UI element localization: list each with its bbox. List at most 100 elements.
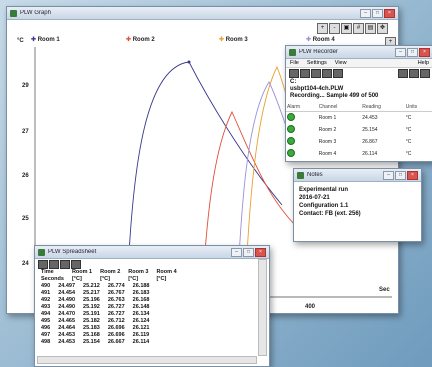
channel-units: °C xyxy=(405,115,412,121)
menu-settings[interactable]: Settings xyxy=(306,60,327,66)
legend-room1-label: Room 1 xyxy=(37,37,60,43)
minimize-button[interactable]: – xyxy=(360,8,371,18)
notes-minimize-button[interactable]: – xyxy=(383,170,394,180)
table-cell: 24.470 xyxy=(58,311,76,317)
spreadsheet-maximize-button[interactable]: □ xyxy=(243,247,254,257)
stop-icon[interactable] xyxy=(333,69,343,78)
table-row[interactable]: 491 24.454 25.217 26.767 26.183 xyxy=(41,290,158,297)
notes-text[interactable]: Experimental run 2016-07-21 Configuratio… xyxy=(294,182,421,222)
table-cell: 26.124 xyxy=(132,318,150,324)
horizontal-scrollbar[interactable] xyxy=(37,356,257,364)
table-cell: 25.191 xyxy=(83,311,100,317)
channel-row[interactable]: Room 2 25.154 °C xyxy=(286,124,432,136)
notes-line: 2016-07-21 xyxy=(299,195,330,201)
fit-icon[interactable]: ▣ xyxy=(341,23,352,34)
col-reading[interactable]: Reading xyxy=(361,103,405,112)
close-button[interactable]: × xyxy=(384,8,395,18)
export-icon[interactable] xyxy=(49,260,59,269)
spreadsheet-app-icon xyxy=(38,248,45,256)
graph-toolbar: + - ▣ # ▤ ✥ xyxy=(317,23,388,34)
table-cell: 25.217 xyxy=(83,290,100,296)
table-row[interactable]: 493 24.490 25.192 26.727 26.148 xyxy=(41,304,158,311)
spreadsheet-minimize-button[interactable]: – xyxy=(231,247,242,257)
notes-view-icon[interactable] xyxy=(420,69,430,78)
new-icon[interactable] xyxy=(289,69,299,78)
notes-maximize-button[interactable]: □ xyxy=(395,170,406,180)
table-row[interactable]: 492 24.490 25.196 26.763 26.168 xyxy=(41,297,158,304)
table-cell: 26.774 xyxy=(107,283,125,289)
table-row[interactable]: 494 24.470 25.191 26.727 26.134 xyxy=(41,311,158,318)
table-cell: 24.465 xyxy=(58,318,76,324)
header-row: Time Room 1 Room 2 Room 3 Room 4 xyxy=(41,269,185,276)
table-view-icon[interactable] xyxy=(409,69,419,78)
legend-room1[interactable]: ✚ Room 1 xyxy=(31,36,60,43)
recorder-titlebar[interactable]: PLW Recorder – □ × xyxy=(286,46,432,59)
zoom-in-icon[interactable]: + xyxy=(317,23,328,34)
table-cell: 497 xyxy=(41,332,51,338)
table-cell: 26.114 xyxy=(132,339,150,345)
table-cell: 26.188 xyxy=(132,283,150,289)
record-icon[interactable] xyxy=(322,69,332,78)
spreadsheet-toolbar xyxy=(35,259,269,269)
channel-row[interactable]: Room 3 26.867 °C xyxy=(286,136,432,148)
table-cell: 495 xyxy=(41,318,51,324)
col-channel[interactable]: Channel xyxy=(317,103,362,112)
table-row[interactable]: 496 24.464 25.183 26.696 26.121 xyxy=(41,325,158,332)
table-cell: 26.168 xyxy=(132,297,150,303)
menu-help[interactable]: Help xyxy=(417,60,429,66)
spreadsheet-close-button[interactable]: × xyxy=(255,247,266,257)
channel-units: °C xyxy=(405,127,412,133)
save-icon[interactable] xyxy=(311,69,321,78)
vertical-scrollbar[interactable] xyxy=(258,259,267,356)
legend-room4[interactable]: ✚ Room 4 xyxy=(306,36,335,43)
grid-icon[interactable]: # xyxy=(353,23,364,34)
y-tick-25: 25 xyxy=(22,216,29,222)
table-row[interactable]: 495 24.465 25.182 26.712 26.124 xyxy=(41,318,158,325)
graph-legend: ✚ Room 1 ✚ Room 2 ✚ Room 3 ✚ Room 4 xyxy=(31,36,338,46)
table-row[interactable]: 498 24.453 25.154 26.667 26.114 xyxy=(41,339,158,346)
maximize-button[interactable]: □ xyxy=(372,8,383,18)
pan-icon[interactable]: ✥ xyxy=(377,23,388,34)
col-units[interactable]: Units xyxy=(404,103,432,112)
menu-view[interactable]: View xyxy=(334,60,347,66)
channel-reading: 25.154 xyxy=(362,127,378,133)
channel-row[interactable]: Room 1 24.453 °C xyxy=(286,112,432,125)
table-cell: 24.464 xyxy=(58,325,76,331)
table-cell: 25.183 xyxy=(83,325,100,331)
channel-name: Room 2 xyxy=(318,127,337,133)
legend-room2[interactable]: ✚ Room 2 xyxy=(126,36,155,43)
print-table-icon[interactable] xyxy=(60,260,70,269)
spreadsheet-title: PLW Spreadsheet xyxy=(48,249,97,255)
recorder-maximize-button[interactable]: □ xyxy=(407,47,418,57)
table-cell: 496 xyxy=(41,325,51,331)
print-icon[interactable]: ▤ xyxy=(365,23,376,34)
table-cell: 26.712 xyxy=(107,318,125,324)
settings-icon[interactable] xyxy=(71,260,81,269)
recorder-minimize-button[interactable]: – xyxy=(395,47,406,57)
zoom-out-icon[interactable]: - xyxy=(329,23,340,34)
notes-titlebar[interactable]: Notes – □ × xyxy=(294,169,421,182)
channel-row[interactable]: Room 4 26.114 °C xyxy=(286,148,432,160)
graph-view-icon[interactable] xyxy=(398,69,408,78)
subheader-cell: [°C] xyxy=(128,276,139,282)
legend-room3-label: Room 3 xyxy=(225,37,248,43)
open-icon[interactable] xyxy=(300,69,310,78)
recorder-close-button[interactable]: × xyxy=(419,47,430,57)
copy-icon[interactable] xyxy=(38,260,48,269)
table-cell: 25.196 xyxy=(83,297,100,303)
graph-titlebar[interactable]: PLW Graph – □ × xyxy=(7,7,398,20)
spreadsheet-titlebar[interactable]: PLW Spreadsheet – □ × xyxy=(35,246,269,259)
notes-line: Experimental run xyxy=(299,187,349,193)
legend-room3[interactable]: ✚ Room 3 xyxy=(219,36,248,43)
notes-close-button[interactable]: × xyxy=(407,170,418,180)
table-row[interactable]: 497 24.453 25.168 26.696 26.119 xyxy=(41,332,158,339)
channel-units: °C xyxy=(405,151,412,157)
x-tick-400: 400 xyxy=(305,304,316,310)
col-alarm[interactable]: Alarm xyxy=(286,103,318,112)
notes-line: Contact: FB (ext. 256) xyxy=(299,211,361,217)
subheader-cell: [°C] xyxy=(156,276,167,282)
table-cell: 26.727 xyxy=(107,304,125,310)
menu-file[interactable]: File xyxy=(290,60,299,66)
notes-line: Configuration 1.1 xyxy=(299,203,349,209)
table-row[interactable]: 490 24.497 25.212 26.774 26.188 xyxy=(41,283,158,290)
